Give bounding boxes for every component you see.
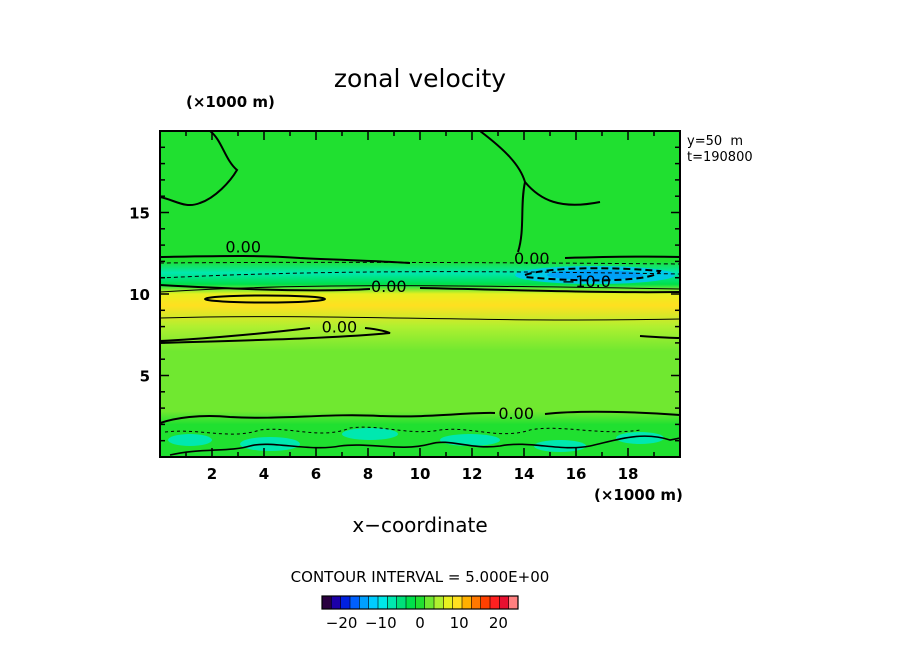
zero-contour-lower-left <box>160 327 391 344</box>
contour-label: 0.00 <box>225 238 261 257</box>
x-tick-label: 18 <box>618 465 639 483</box>
x-tick-label: 8 <box>363 465 373 483</box>
contour-labels: 0.00 0.00 0.00 −10.0 0.00 0.00 <box>225 238 611 423</box>
max-contour-closed <box>204 294 326 304</box>
zero-contour-bottom-wiggle <box>169 435 680 456</box>
colorbar-cell <box>471 596 481 609</box>
colorbar-tick-label: 20 <box>489 614 508 632</box>
x-axis-label: x−coordinate <box>352 513 487 537</box>
neg-ten-contour <box>524 267 662 282</box>
x-tick-label: 16 <box>566 465 587 483</box>
colorbar-frame <box>321 595 519 610</box>
info-depth: y=50 m <box>687 134 743 149</box>
x-tick-labels: 2 4 6 8 10 12 14 16 18 <box>207 465 639 483</box>
x-tick-label: 4 <box>259 465 269 483</box>
colorbar <box>321 595 519 610</box>
min-core-inner <box>547 270 643 280</box>
contour-label: −10.0 <box>562 272 611 291</box>
colorbar-cell <box>508 596 519 609</box>
colorbar-cell <box>350 596 360 609</box>
colorbar-tick-label: −10 <box>365 614 397 632</box>
colorbar-cell <box>443 596 453 609</box>
y-tick-labels: 5 10 15 <box>129 205 150 386</box>
zero-contour-right-band <box>564 255 680 259</box>
x-unit-label: (×1000 m) <box>594 486 683 504</box>
info-time: t=190800 <box>687 150 753 165</box>
colorbar-cell <box>396 596 407 609</box>
x-tick-label: 6 <box>311 465 321 483</box>
chart-title: zonal velocity <box>334 64 506 93</box>
colorbar-cell <box>424 596 435 609</box>
colorbar-cell <box>331 596 341 609</box>
colorbar-cell <box>490 596 500 609</box>
x-tick-label: 10 <box>410 465 431 483</box>
x-tick-label: 12 <box>462 465 483 483</box>
colorbar-cell <box>368 596 379 609</box>
y-tick-label: 5 <box>140 368 150 386</box>
velocity-field <box>160 131 680 457</box>
colorbar-cell <box>359 596 369 609</box>
colorbar-cell <box>406 596 416 609</box>
contour-line-dashed-2 <box>160 271 680 279</box>
colorbar-cell <box>434 596 444 609</box>
contour-label: 0.00 <box>498 404 534 423</box>
contour-line-dashed-1 <box>160 261 680 265</box>
zero-contour-upper-mid <box>479 131 601 253</box>
colorbar-cell <box>452 596 463 609</box>
colorbar-tick-label: −20 <box>326 614 358 632</box>
zero-contour-left-band <box>160 255 411 264</box>
zero-contour-lower-right <box>639 335 680 339</box>
contour-label: 0.00 <box>322 318 358 337</box>
y-tick-label: 15 <box>129 205 150 223</box>
plot-area <box>160 131 680 457</box>
colorbar-cell <box>340 596 351 609</box>
y-tick-label: 10 <box>129 286 150 304</box>
contour-line-thin-2 <box>160 316 680 321</box>
colorbar-tick-label: 0 <box>415 614 425 632</box>
contour-label: 0.00 <box>371 277 407 296</box>
axis-ticks <box>160 131 680 457</box>
colorbar-cell <box>462 596 472 609</box>
colorbar-tick-label: 10 <box>450 614 469 632</box>
colorbar-cell <box>480 596 491 609</box>
y-unit-label: (×1000 m) <box>186 93 275 111</box>
colorbar-cell <box>499 596 509 609</box>
contour-interval-label: CONTOUR INTERVAL = 5.000E+00 <box>291 568 550 586</box>
colorbar-cell <box>322 596 332 609</box>
x-tick-label: 2 <box>207 465 217 483</box>
zero-contour-bottom <box>160 410 680 424</box>
colorbar-cell <box>378 596 388 609</box>
x-tick-label: 14 <box>514 465 535 483</box>
colorbar-tick-labels: −20 −10 0 10 20 <box>326 614 508 632</box>
colorbar-cell <box>415 596 425 609</box>
colorbar-cell <box>387 596 397 609</box>
contour-label: 0.00 <box>514 249 550 268</box>
dashed-bottom-wiggle <box>164 426 641 435</box>
zero-contour-upper-left <box>160 131 239 207</box>
zero-contour-mid-band <box>160 284 680 294</box>
